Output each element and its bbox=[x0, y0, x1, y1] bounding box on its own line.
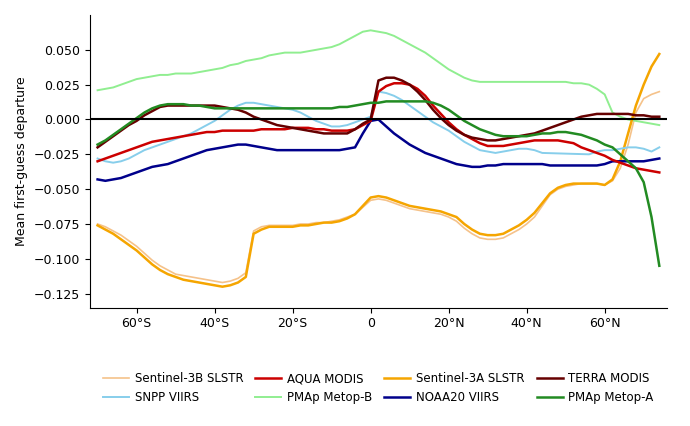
Legend: Sentinel-3B SLSTR, SNPP VIIRS, AQUA MODIS, PMAp Metop-B, Sentinel-3A SLSTR, NOAA: Sentinel-3B SLSTR, SNPP VIIRS, AQUA MODI… bbox=[104, 372, 653, 404]
Y-axis label: Mean first-guess departure: Mean first-guess departure bbox=[15, 77, 28, 246]
